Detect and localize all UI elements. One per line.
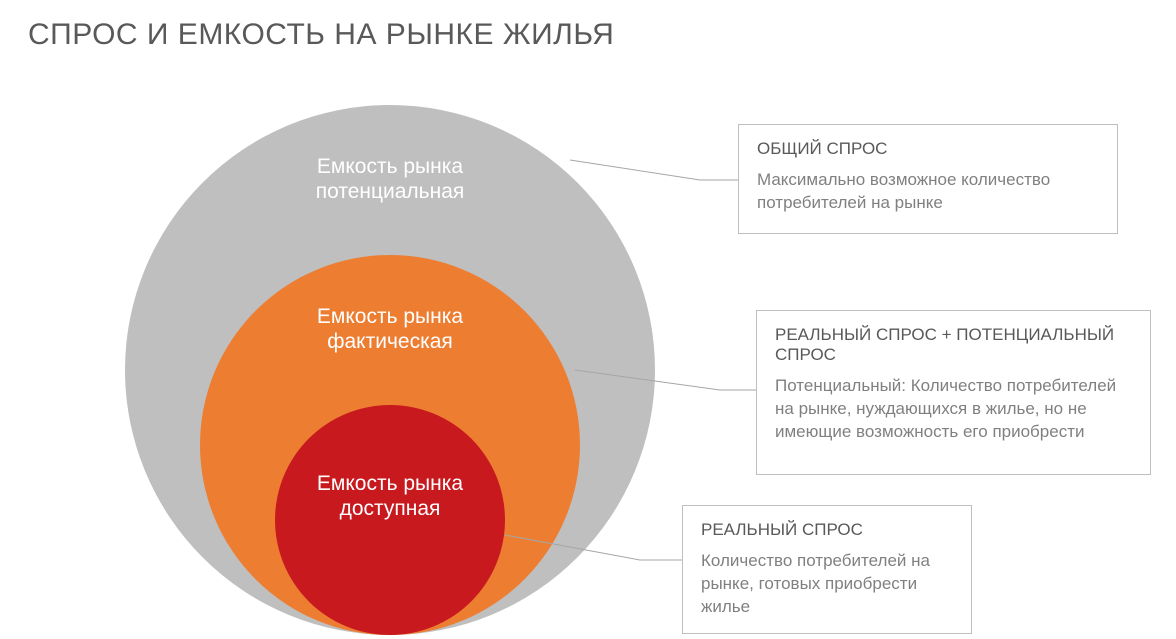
callout-real-potential-demand-body: Потенциальный: Количество потребителей н… [775, 375, 1132, 444]
callout-total-demand: ОБЩИЙ СПРОС Максимально возможное количе… [738, 124, 1118, 234]
callout-real-demand: РЕАЛЬНЫЙ СПРОС Количество потребителей н… [682, 505, 972, 634]
callout-total-demand-body: Максимально возможное количество потреби… [757, 169, 1099, 215]
callout-real-demand-body: Количество потребителей на рынке, готовы… [701, 550, 953, 619]
page-title: СПРОС И ЕМКОСТЬ НА РЫНКЕ ЖИЛЬЯ [28, 18, 614, 52]
circle-available-label: Емкость рынка доступная [270, 471, 510, 521]
circle-available-label-l2: доступная [340, 497, 441, 520]
callout-real-potential-demand: РЕАЛЬНЫЙ СПРОС + ПОТЕНЦИАЛЬНЫЙ СПРОС Пот… [756, 310, 1151, 475]
circle-actual-label-l2: фактическая [327, 330, 453, 353]
callout-real-potential-demand-title: РЕАЛЬНЫЙ СПРОС + ПОТЕНЦИАЛЬНЫЙ СПРОС [775, 325, 1132, 365]
circle-actual-label-l1: Емкость рынка [317, 305, 463, 328]
circle-potential-label-l1: Емкость рынка [317, 155, 463, 178]
circle-actual-label: Емкость рынка фактическая [270, 304, 510, 354]
callout-total-demand-title: ОБЩИЙ СПРОС [757, 139, 1099, 159]
diagram-stage: СПРОС И ЕМКОСТЬ НА РЫНКЕ ЖИЛЬЯ Емкость р… [0, 0, 1176, 639]
circle-potential-label: Емкость рынка потенциальная [270, 154, 510, 204]
circle-available-label-l1: Емкость рынка [317, 472, 463, 495]
circle-potential-label-l2: потенциальная [316, 180, 465, 203]
callout-real-demand-title: РЕАЛЬНЫЙ СПРОС [701, 520, 953, 540]
